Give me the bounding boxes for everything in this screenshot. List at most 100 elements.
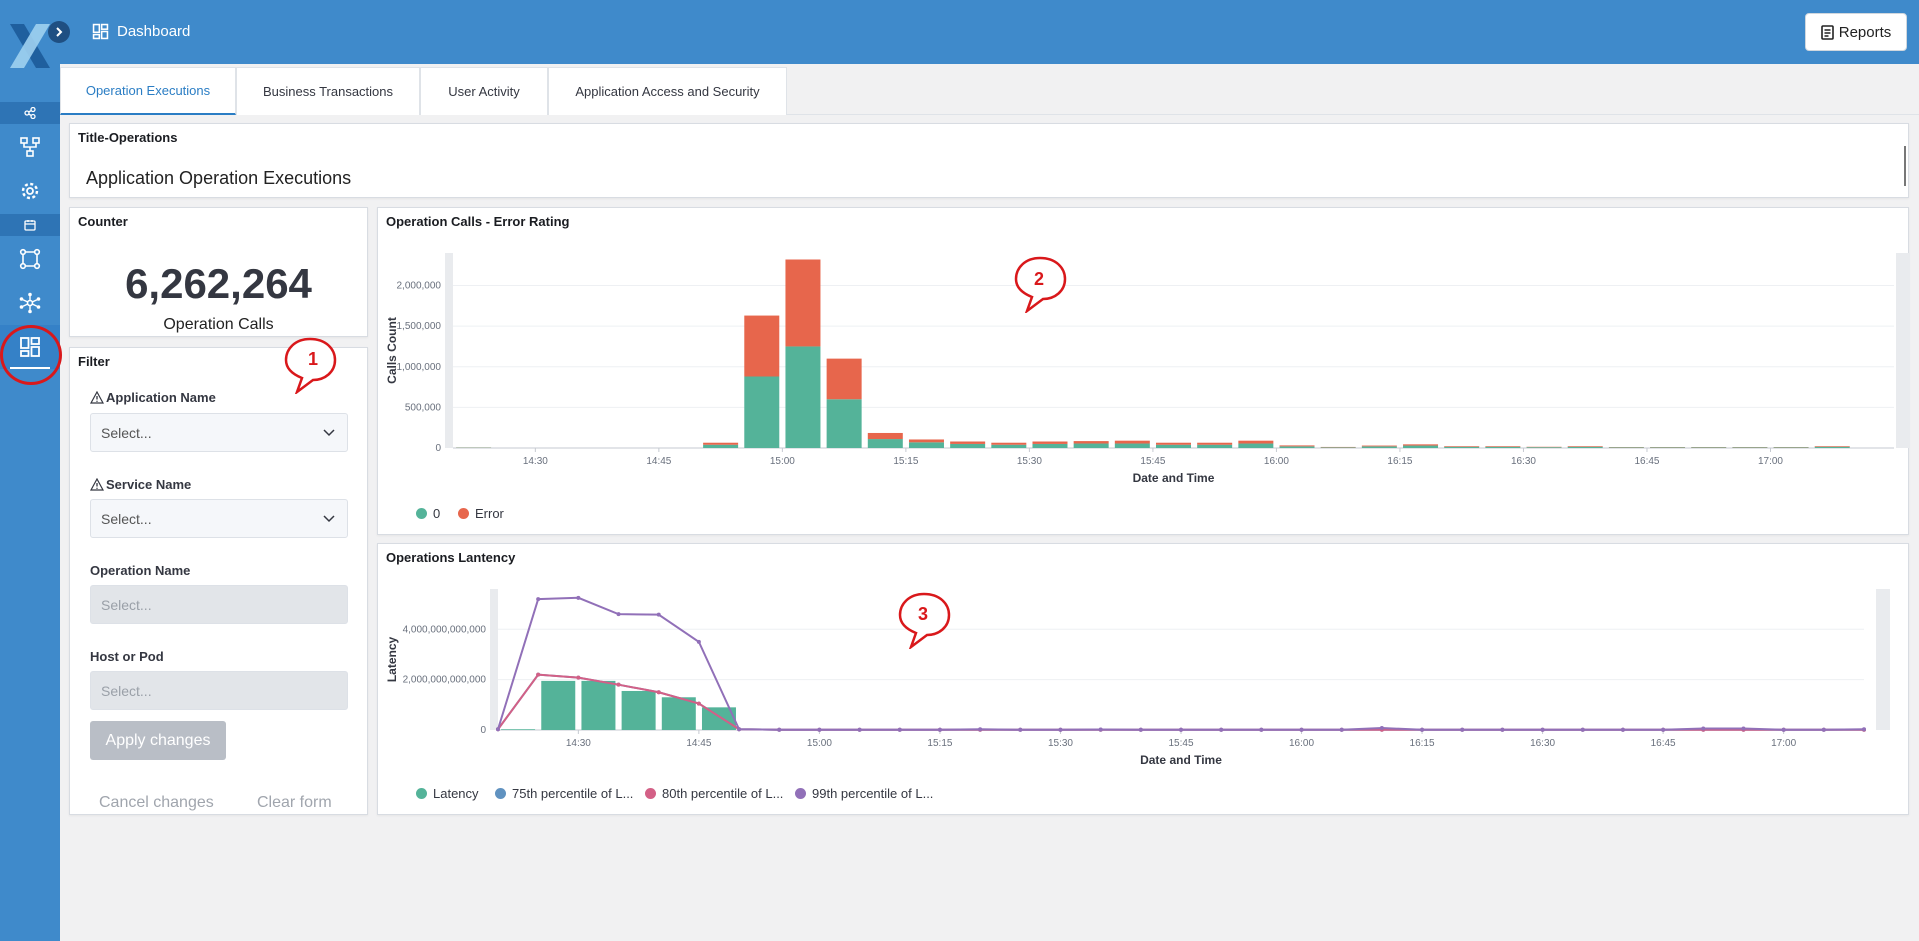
bar-latency <box>621 690 656 730</box>
point-p99 <box>696 639 701 644</box>
tab-label: User Activity <box>448 84 520 99</box>
service-name-select[interactable]: Select... <box>90 499 348 538</box>
point-p99 <box>1460 727 1465 732</box>
bar-ok <box>1608 447 1644 448</box>
legend-item-ok[interactable]: 0 <box>416 506 440 521</box>
bar-ok <box>1567 446 1603 448</box>
host-or-pod-select[interactable]: Select... <box>90 671 348 710</box>
apply-changes-button[interactable]: Apply changes <box>90 721 226 760</box>
plot-gutter <box>445 253 453 448</box>
tab-operation-executions[interactable]: Operation Executions <box>60 67 236 115</box>
annotation-circle <box>0 325 62 385</box>
x-tick-label: 15:00 <box>770 456 795 467</box>
legend-label: Latency <box>433 786 479 801</box>
calls-chart-panel: Operation Calls - Error Rating 0 500,000 1… <box>377 207 1910 535</box>
dashboard-icon <box>92 23 109 40</box>
point-p99 <box>1500 727 1505 732</box>
y-tick-label: 500,000 <box>405 402 442 413</box>
sidebar <box>0 0 62 941</box>
calendar-icon[interactable] <box>0 214 60 236</box>
application-name-select[interactable]: Select... <box>90 413 348 452</box>
legend-item-p80[interactable]: 80th percentile of L... <box>645 786 783 801</box>
point-p99 <box>777 727 782 732</box>
legend-swatch <box>416 788 427 799</box>
counter-panel: Counter 6,262,264 Operation Calls <box>69 207 368 337</box>
bar-ok <box>1114 443 1150 448</box>
bar-error <box>744 315 780 377</box>
legend-item-p99[interactable]: 99th percentile of L... <box>795 786 933 801</box>
legend-swatch <box>795 788 806 799</box>
x-axis-title: Date and Time <box>1140 753 1222 767</box>
filter-panel: Filter Application Name Select... Servic… <box>69 347 368 815</box>
bar-error <box>1814 446 1850 447</box>
legend-item-error[interactable]: Error <box>458 506 504 521</box>
point-p99 <box>1058 727 1063 732</box>
point-p99 <box>1862 727 1866 732</box>
point-p99 <box>1580 727 1585 732</box>
panel-title: Operation Calls - Error Rating <box>386 214 570 229</box>
legend-label: 80th percentile of L... <box>662 786 784 801</box>
share-icon[interactable] <box>0 102 60 124</box>
field-label: Operation Name <box>90 563 191 578</box>
point-p99 <box>978 727 983 732</box>
reports-button[interactable]: Reports <box>1805 13 1907 51</box>
point-p80 <box>696 701 701 706</box>
point-p99 <box>857 727 862 732</box>
point-p99 <box>1138 727 1143 732</box>
y-axis-title: Calls Count <box>385 317 399 384</box>
point-p99 <box>897 727 902 732</box>
operation-name-select[interactable]: Select... <box>90 585 348 624</box>
legend-label: 0 <box>433 506 441 521</box>
bar-ok <box>826 399 862 448</box>
y-tick-label: 1,000,000 <box>397 362 442 373</box>
bar-error <box>1073 441 1109 444</box>
legend-swatch <box>416 508 427 519</box>
bar-ok <box>1073 443 1109 448</box>
point-p99 <box>1339 727 1344 732</box>
annotation-bubble <box>898 592 951 649</box>
point-p80 <box>576 675 581 680</box>
point-p99 <box>496 727 500 732</box>
bar-ok <box>1444 446 1480 448</box>
point-p99 <box>737 727 742 732</box>
network-icon[interactable] <box>0 237 60 281</box>
bar-error <box>1444 446 1480 447</box>
y-tick-label: 2,000,000 <box>397 281 442 292</box>
bar-latency <box>701 707 736 730</box>
x-tick-label: 14:30 <box>566 738 591 749</box>
sidebar-expand-button[interactable] <box>48 21 70 43</box>
cancel-changes-button[interactable]: Cancel changes <box>99 794 214 811</box>
tab-application-access-security[interactable]: Application Access and Security <box>548 67 787 115</box>
clear-form-button[interactable]: Clear form <box>257 794 332 811</box>
breadcrumb[interactable]: Dashboard <box>92 23 190 40</box>
x-tick-label: 16:00 <box>1264 456 1289 467</box>
hierarchy-icon[interactable] <box>0 125 60 169</box>
bar-error <box>1156 442 1191 445</box>
legend-swatch <box>495 788 506 799</box>
bar-ok <box>744 376 780 448</box>
tab-label: Application Access and Security <box>575 84 760 99</box>
point-p99 <box>1179 727 1183 732</box>
x-tick-label: 15:15 <box>927 738 952 749</box>
x-tick-label: 16:45 <box>1651 738 1676 749</box>
field-label: Application Name <box>106 390 216 405</box>
legend-item-latency[interactable]: Latency <box>416 786 479 801</box>
tab-business-transactions[interactable]: Business Transactions <box>236 67 420 115</box>
annotation-number: 1 <box>307 349 318 369</box>
tab-user-activity[interactable]: User Activity <box>420 67 548 115</box>
scrollbar[interactable] <box>1904 146 1906 186</box>
cluster-icon[interactable] <box>0 281 60 325</box>
bar-error <box>785 259 821 347</box>
x-tick-label: 14:45 <box>686 738 711 749</box>
point-p99 <box>1299 727 1304 732</box>
select-placeholder: Select... <box>101 510 152 527</box>
x-tick-label: 17:00 <box>1771 738 1796 749</box>
bar-error <box>1032 441 1068 444</box>
page-title: Application Operation Executions <box>86 168 352 188</box>
point-p99 <box>1018 727 1023 732</box>
gear-icon[interactable] <box>0 169 60 213</box>
legend-item-p75[interactable]: 75th percentile of L... <box>495 786 633 801</box>
x-tick-label: 17:00 <box>1758 456 1783 467</box>
bar-ok <box>1485 446 1521 448</box>
plot-gutter <box>490 589 498 730</box>
